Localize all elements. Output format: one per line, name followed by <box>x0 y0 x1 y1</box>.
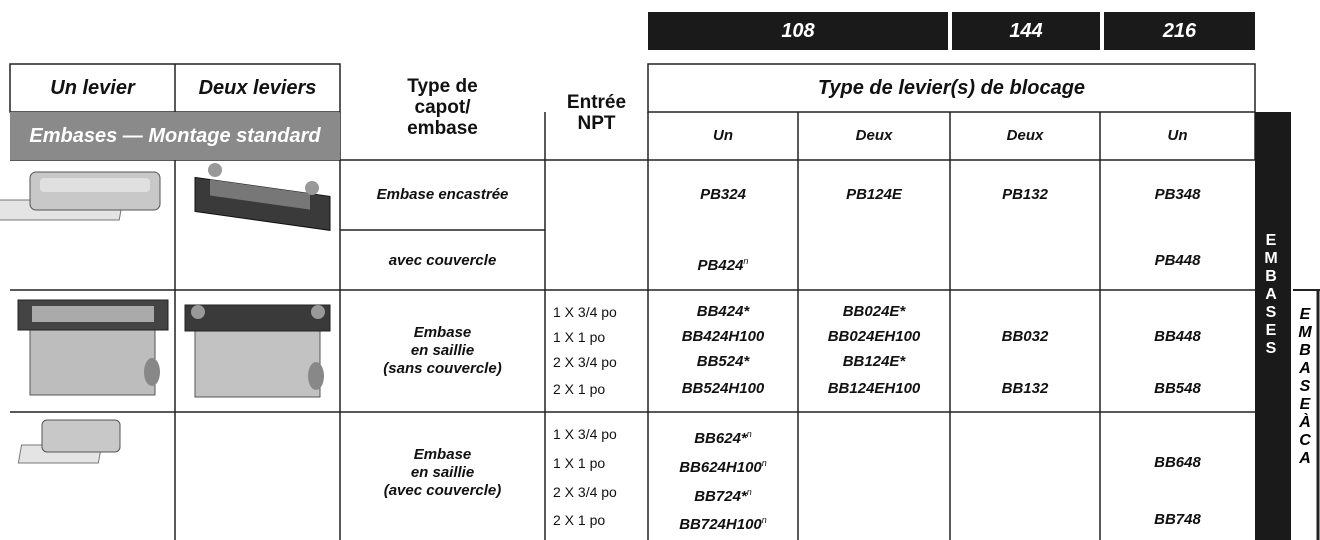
part-code: BB724H100 <box>679 516 762 533</box>
col-header: Un levier <box>50 77 135 99</box>
part-number: PB324 <box>700 186 746 203</box>
part-code: PB424 <box>697 257 744 274</box>
product-image <box>0 171 161 221</box>
part-number: BB748 <box>1154 511 1201 528</box>
type-label: Embase <box>413 446 472 463</box>
type-label: (sans couvercle) <box>383 360 502 377</box>
npt: 2 X 1 po <box>553 381 606 397</box>
footnote-mark: n <box>761 515 767 525</box>
npt: 2 X 1 po <box>553 512 606 528</box>
type-label: (avec couvercle) <box>383 482 502 499</box>
part-number: PB448 <box>1154 252 1201 269</box>
type-label: Embase <box>413 324 472 341</box>
part-number: BB524* <box>696 353 750 370</box>
part-number: BB424H100 <box>681 328 765 345</box>
type-label: en saillie <box>410 342 475 359</box>
part-number: BB124E* <box>842 353 906 370</box>
side-tab <box>1255 112 1291 540</box>
part-code: BB624* <box>694 430 747 447</box>
col-header: Type de <box>407 76 478 97</box>
part-number: BB024E* <box>842 303 906 320</box>
npt: 2 X 3/4 po <box>553 484 617 500</box>
section-bar <box>10 112 340 160</box>
side-tab-label: EMBASE À CA <box>1298 306 1316 467</box>
col-header: capot/ <box>414 97 471 118</box>
header-bar <box>952 12 1100 50</box>
product-image <box>194 163 331 231</box>
footnote-mark: n <box>743 256 749 266</box>
npt: 1 X 1 po <box>553 329 606 345</box>
pole-count: 216 <box>1162 20 1197 42</box>
part-number: BB624*n <box>648 425 798 448</box>
part-number: BB548 <box>1154 380 1201 397</box>
part-number: PB132 <box>1002 186 1048 203</box>
part-number: BB448 <box>1154 328 1201 345</box>
npt: 1 X 3/4 po <box>553 304 617 320</box>
lever-col: Un <box>713 127 733 144</box>
product-image <box>17 299 169 396</box>
section-title: Embases — Montage standard <box>29 125 321 147</box>
col-header: Entrée <box>566 92 627 113</box>
header-bar <box>1104 12 1255 50</box>
part-number: BB124EH100 <box>827 380 921 397</box>
npt: 1 X 3/4 po <box>553 426 617 442</box>
npt: 1 X 1 po <box>553 455 606 471</box>
table-lines <box>9 63 1256 540</box>
part-number: BB624H100n <box>648 454 798 477</box>
part-code: BB724* <box>694 488 747 505</box>
lever-col: Deux <box>1006 127 1044 144</box>
col-header: NPT <box>577 113 616 134</box>
footnote-mark: n <box>746 429 752 439</box>
type-label: avec couvercle <box>388 252 497 269</box>
col-header: embase <box>407 118 478 139</box>
part-number: BB724H100n <box>648 511 798 534</box>
part-number: PB124E <box>846 186 902 203</box>
part-number: BB424* <box>696 303 750 320</box>
col-header: Deux leviers <box>198 77 317 99</box>
footnote-mark: n <box>761 458 767 468</box>
part-number: BB724*n <box>648 483 798 506</box>
part-number: PB424n <box>648 252 798 275</box>
header-bar <box>648 12 948 50</box>
footnote-mark: n <box>746 487 752 497</box>
pole-count: 108 <box>781 20 815 42</box>
part-number: BB024EH100 <box>827 328 921 345</box>
col-header: Type de levier(s) de blocage <box>817 77 1086 99</box>
type-label: en saillie <box>410 464 475 481</box>
npt: 2 X 3/4 po <box>553 354 617 370</box>
part-number: BB132 <box>1001 380 1049 397</box>
type-label: Embase encastrée <box>376 186 509 203</box>
product-image <box>184 304 331 398</box>
part-number: BB032 <box>1001 328 1049 345</box>
part-code: BB624H100 <box>679 459 762 476</box>
lever-col: Deux <box>855 127 893 144</box>
lever-col: Un <box>1167 127 1188 144</box>
part-number: PB348 <box>1154 186 1201 203</box>
product-image <box>17 419 121 464</box>
part-number: BB524H100 <box>681 380 765 397</box>
pole-count: 144 <box>1009 20 1043 42</box>
side-tab-label: EMBASES <box>1264 232 1278 357</box>
part-number: BB648 <box>1154 454 1201 471</box>
